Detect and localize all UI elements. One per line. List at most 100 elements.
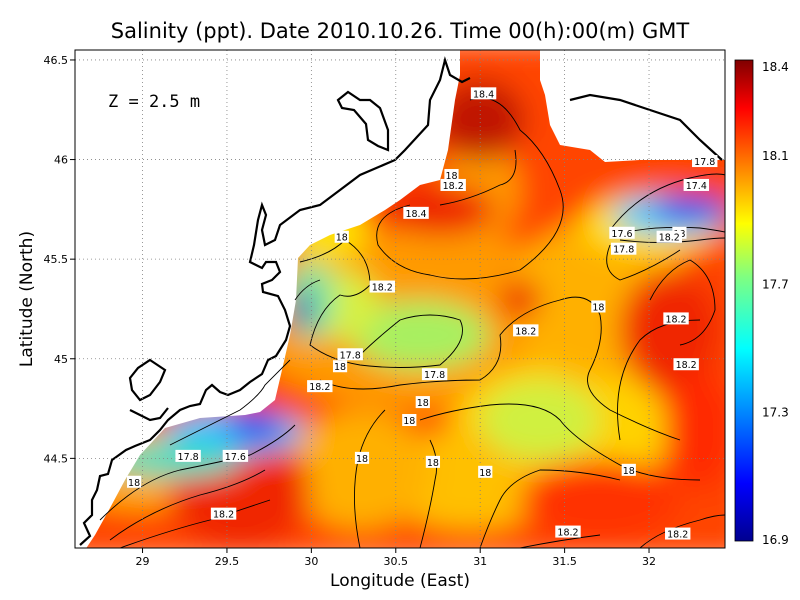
contour-label-bg — [334, 230, 349, 243]
contour-label-bg — [692, 155, 718, 168]
contour-label: 17.8 — [692, 155, 718, 168]
contour-label-text: 18.2 — [667, 530, 688, 541]
contour-label-text: 18 — [479, 468, 491, 479]
contour-label-bg — [591, 300, 606, 313]
contour-label: 18 — [478, 465, 493, 479]
contour-label: 17.8 — [421, 368, 448, 381]
contour-label-text: 17.8 — [613, 245, 634, 256]
contour-label-bg — [555, 525, 581, 538]
y-tick-label: 45 — [54, 353, 68, 366]
x-tick-label: 31.5 — [552, 555, 577, 568]
y-tick-label: 45.5 — [44, 253, 69, 266]
contour-label-text: 17.4 — [686, 181, 707, 192]
contour-label-text: 17.6 — [225, 452, 246, 463]
contour-label-text: 17.8 — [694, 157, 715, 168]
y-tick-label: 44.5 — [44, 452, 69, 465]
contour-label-text: 17.6 — [611, 229, 632, 240]
contour-label: 18 — [334, 230, 349, 244]
colorbar-tick-label: 17.3 — [762, 406, 789, 420]
contour-label: 18.2 — [673, 358, 699, 371]
x-tick-label: 30 — [304, 555, 318, 568]
contour-label-bg — [470, 87, 497, 100]
contour-label-text: 18 — [417, 398, 429, 409]
contour-label: 18.2 — [665, 527, 691, 541]
chart-title: Salinity (ppt). Date 2010.10.26. Time 00… — [111, 19, 690, 43]
contour-label-text: 18 — [623, 466, 635, 477]
y-tick-label: 46.5 — [44, 54, 69, 67]
contour-label-bg — [175, 449, 201, 462]
contour-label-bg — [656, 230, 682, 243]
contour-label-bg — [440, 178, 466, 191]
contour-label-bg — [126, 475, 142, 488]
contour-label: 18.4 — [470, 87, 497, 100]
y-tick-label: 46 — [54, 154, 68, 167]
contour-label-bg — [421, 368, 448, 381]
contour-label: 17.8 — [175, 449, 201, 463]
contour-label-text: 18 — [427, 458, 439, 469]
contour-label: 18.2 — [307, 380, 333, 393]
contour-label: 18 — [621, 463, 636, 477]
contour-label-text: 18 — [336, 233, 348, 244]
contour-label: 18 — [402, 414, 417, 427]
colorbar-tick-label: 16.9 — [762, 533, 789, 547]
x-axis-label: Longitude (East) — [330, 571, 470, 591]
contour-label: 18 — [332, 360, 348, 373]
contour-label-text: 18 — [403, 416, 415, 427]
contour-label-text: 18.2 — [676, 360, 697, 371]
contour-label-text: 17.8 — [340, 350, 361, 361]
land-mask-north — [540, 50, 725, 162]
contour-label-bg — [332, 360, 348, 373]
colorbar-tick-label: 18.4 — [762, 60, 789, 74]
depth-annotation: Z = 2.5 m — [108, 92, 200, 112]
contour-label-bg — [402, 414, 417, 427]
contour-label: 18.2 — [663, 312, 689, 325]
contour-label-bg — [415, 396, 430, 409]
contour-label-bg — [665, 527, 691, 540]
contour-label-text: 18 — [356, 454, 368, 465]
coastline — [79, 56, 471, 546]
contour-label-text: 18.2 — [665, 314, 686, 325]
contour-label-text: 18 — [128, 478, 140, 489]
contour-label: 18 — [444, 168, 459, 182]
contour-label: 18.2 — [555, 525, 581, 539]
contour-label: 18 — [126, 475, 142, 489]
contour-label-bg — [673, 358, 699, 371]
contour-label-bg — [425, 455, 441, 468]
contour-label: 17.4 — [683, 178, 709, 192]
contour-label-bg — [222, 449, 249, 462]
contour-label: 18.4 — [403, 206, 429, 220]
contour-label-text: 18.4 — [405, 209, 426, 220]
contour-label-bg — [354, 451, 370, 464]
contour-label: 18.2 — [210, 507, 237, 521]
contour-label-bg — [337, 348, 363, 361]
contour-label-text: 18.2 — [659, 233, 680, 244]
contour-label-text: 18 — [445, 171, 457, 182]
contour-label: 18 — [415, 396, 430, 409]
contour-label-bg — [369, 280, 395, 293]
contour-label: 17.8 — [337, 348, 363, 361]
contour-label-text: 18.2 — [443, 181, 464, 192]
contour-label: 18.2 — [440, 178, 466, 192]
coastline-islands — [128, 90, 723, 422]
x-axis: 29 29.5 30 30.5 31 31.5 32 — [136, 548, 656, 568]
contour-label-bg — [683, 178, 709, 191]
colorbar: 16.9 17.3 17.7 18.1 18.4 — [734, 59, 789, 547]
x-tick-label: 32 — [642, 555, 656, 568]
contour-lines — [99, 97, 725, 548]
contour-label-text: 18.2 — [213, 510, 234, 521]
contour-label: 18.2 — [656, 230, 682, 244]
y-axis: 44.5 45 45.5 46 46.5 — [44, 54, 75, 465]
colorbar-tick-label: 18.1 — [762, 149, 789, 163]
colorbar-bar — [734, 59, 754, 542]
x-tick-label: 29 — [136, 555, 150, 568]
colorbar-ticks: 16.9 17.3 17.7 18.1 18.4 — [762, 60, 789, 547]
contour-label-bg — [210, 507, 237, 520]
contour-label: 18.2 — [369, 280, 395, 294]
contour-label: 17.6 — [222, 449, 249, 463]
contour-label: 17.6 — [609, 226, 635, 240]
x-tick-label: 31 — [473, 555, 487, 568]
contour-label: 18 — [354, 451, 370, 465]
contour-label-text: 18.2 — [557, 528, 578, 539]
contour-label-text: 18 — [592, 302, 604, 313]
